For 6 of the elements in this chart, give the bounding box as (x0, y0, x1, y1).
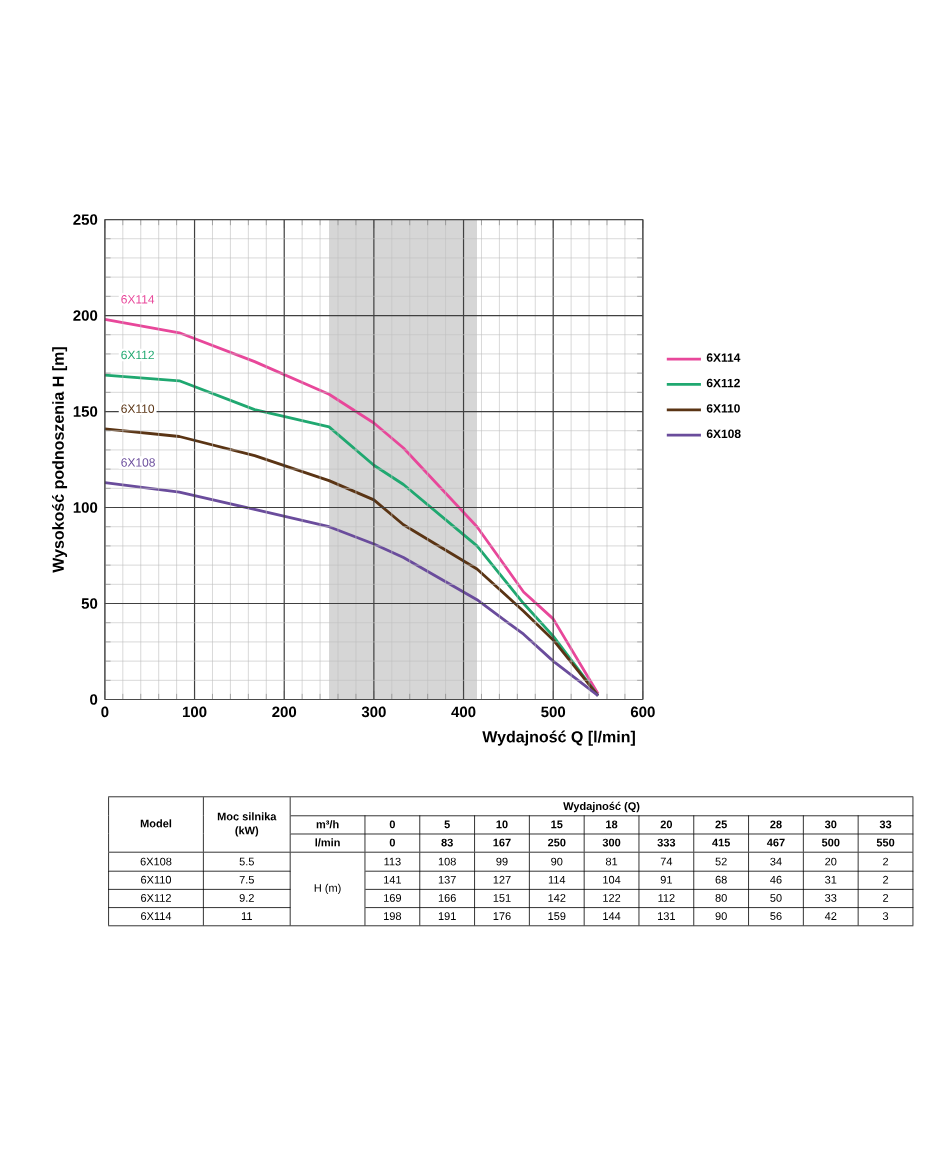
y-axis-title: Wysokość podnoszenia H [m] (52, 347, 68, 573)
line-series (103, 317, 600, 696)
x-axis-title: Wydajność Q [l/min] (482, 730, 636, 746)
line-series (103, 373, 600, 698)
line-series (103, 481, 600, 698)
line-series (103, 427, 600, 698)
